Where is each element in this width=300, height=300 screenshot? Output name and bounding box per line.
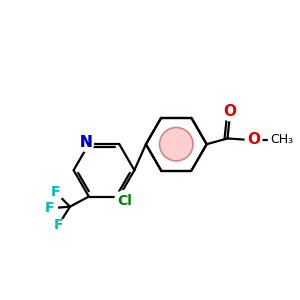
Text: O: O: [223, 104, 236, 119]
Circle shape: [160, 128, 193, 161]
Text: CH₃: CH₃: [271, 134, 294, 146]
Text: O: O: [247, 132, 260, 147]
Text: N: N: [80, 135, 92, 150]
Text: F: F: [45, 201, 55, 215]
Text: N: N: [80, 135, 92, 150]
Text: F: F: [54, 218, 63, 233]
Text: F: F: [51, 185, 60, 199]
Text: Cl: Cl: [118, 194, 132, 208]
